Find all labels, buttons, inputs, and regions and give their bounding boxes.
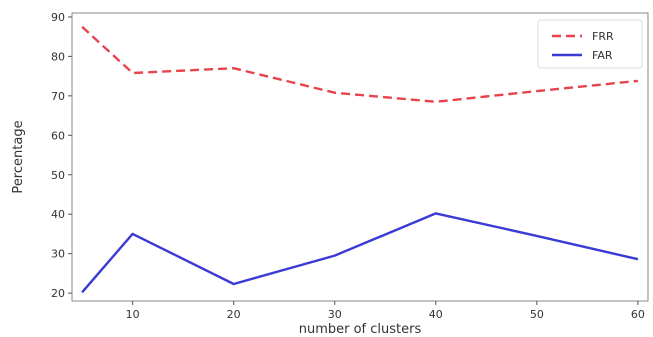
series-layer (81, 25, 639, 294)
x-tick-label: 40 (429, 308, 443, 321)
y-tick-label: 50 (51, 169, 65, 182)
x-tick-label: 20 (227, 308, 241, 321)
x-axis-ticks: 10 20 30 40 50 60 (126, 301, 645, 321)
y-tick-label: 40 (51, 208, 65, 221)
y-tick-label: 70 (51, 90, 65, 103)
x-tick-label: 30 (328, 308, 342, 321)
y-axis-ticks: 20 30 40 50 60 70 80 90 (51, 11, 72, 300)
x-tick-label: 60 (631, 308, 645, 321)
x-axis-label: number of clusters (299, 322, 422, 337)
series-line-far (81, 212, 639, 294)
plot-frame (71, 12, 649, 302)
legend-box (537, 19, 643, 69)
y-tick-label: 90 (51, 11, 65, 24)
y-tick-label: 80 (51, 50, 65, 63)
x-tick-label: 10 (126, 308, 140, 321)
y-tick-label: 60 (51, 129, 65, 142)
y-tick-label: 20 (51, 287, 65, 300)
series-line-frr (81, 25, 639, 104)
legend: FRR FAR (537, 19, 643, 69)
y-axis-label: Percentage (11, 120, 26, 193)
x-tick-label: 50 (530, 308, 544, 321)
legend-label-far: FAR (592, 49, 613, 62)
y-tick-label: 30 (51, 248, 65, 261)
legend-label-frr: FRR (592, 30, 614, 43)
